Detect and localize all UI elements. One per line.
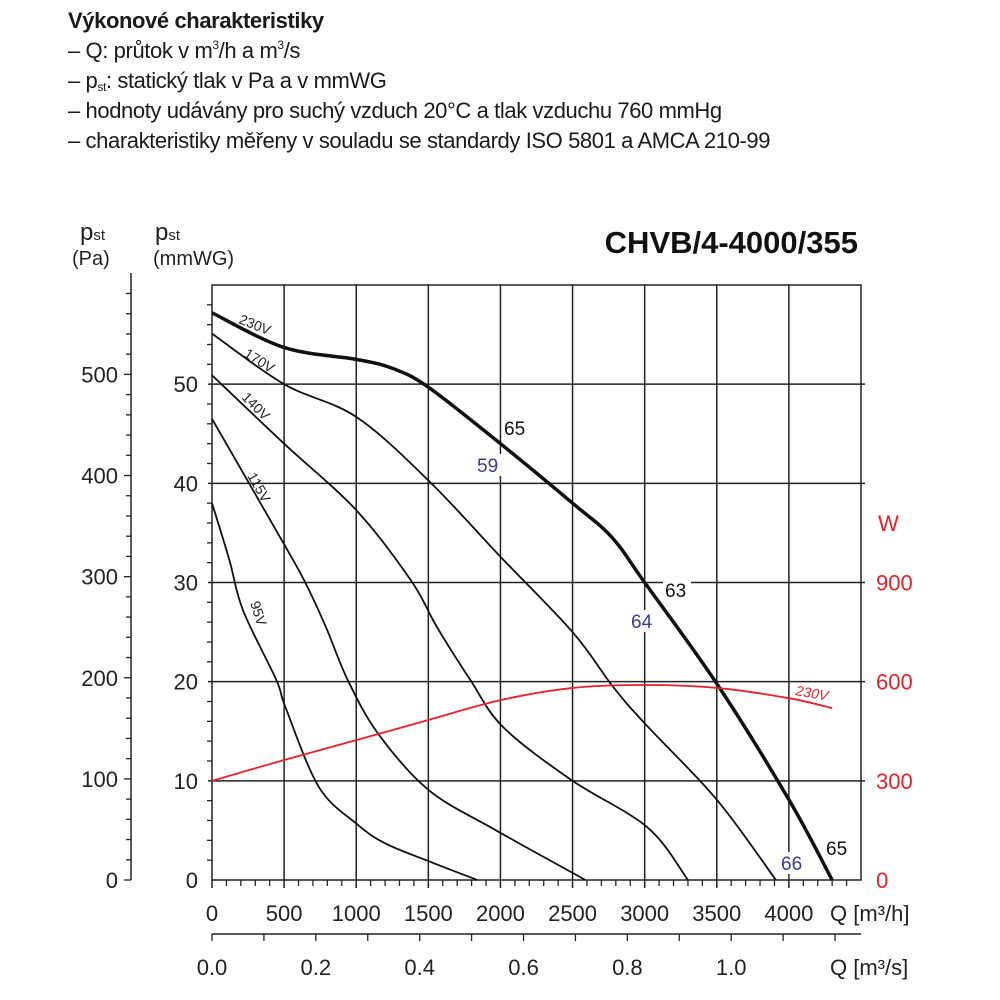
pa-tick-label: 0 [106, 868, 118, 893]
pa-tick-label: 400 [81, 464, 118, 489]
x-label-m3s: Q [m³/s] [830, 955, 908, 980]
m3s-tick-label: 0.6 [508, 955, 539, 980]
annotation-label: 65 [504, 419, 525, 440]
curve-label: 115V [244, 470, 274, 506]
y-label-watts: W [878, 511, 899, 536]
m3h-tick-label: 0 [206, 901, 218, 926]
pa-tick-label: 100 [81, 767, 118, 792]
y-label-mmwg: pst [155, 219, 181, 246]
annotation-label: 63 [665, 581, 686, 602]
watt-tick-label: 300 [876, 769, 913, 794]
m3s-tick-label: 0.0 [197, 955, 228, 980]
watt-tick-label: 900 [876, 571, 913, 596]
curve-115v [211, 418, 586, 881]
y-label-mmwg-unit: (mmWG) [153, 248, 234, 270]
m3h-tick-label: 1500 [404, 901, 453, 926]
m3h-tick-label: 500 [266, 901, 303, 926]
header-line-flow: – Q: průtok v m3/h a m3/s [68, 38, 300, 63]
curves [211, 311, 834, 881]
m3h-tick-label: 4000 [764, 901, 813, 926]
curve-label: 95V [247, 599, 270, 628]
header-line-pressure: – pst: statický tlak v Pa a v mmWG [68, 68, 387, 94]
annotation-bg [779, 852, 807, 874]
mmwg-tick-label: 10 [174, 769, 198, 794]
m3s-tick-label: 1.0 [716, 955, 747, 980]
y-label-pa: pst [80, 219, 106, 246]
annotation-bg [663, 579, 691, 601]
chart-title: CHVB/4-4000/355 [605, 225, 858, 260]
curve-170v [211, 332, 777, 881]
pa-tick-label: 500 [81, 362, 118, 387]
pa-tick-label: 200 [81, 666, 118, 691]
header: Výkonové charakteristiky – Q: průtok v m… [68, 6, 770, 156]
mmwg-tick-label: 20 [174, 670, 198, 695]
curve-95v [211, 502, 478, 881]
curve-140v [211, 374, 689, 881]
mmwg-tick-label: 40 [174, 471, 198, 496]
power-curve-label: 230V [793, 682, 831, 704]
m3h-tick-label: 2000 [476, 901, 525, 926]
mmwg-tick-label: 0 [186, 868, 198, 893]
m3h-tick-label: 2500 [548, 901, 597, 926]
annotation-bg [629, 610, 657, 632]
annotation-bg [502, 417, 530, 439]
curve-label: 170V [241, 345, 278, 376]
pa-tick-label: 300 [81, 565, 118, 590]
m3h-tick-label: 3000 [620, 901, 669, 926]
curve-230v [211, 311, 834, 881]
m3s-tick-label: 0.4 [404, 955, 435, 980]
mmwg-tick-label: 50 [174, 372, 198, 397]
x-label-m3h: Q [m³/h] [830, 901, 909, 926]
m3s-tick-label: 0.8 [612, 955, 643, 980]
header-title: Výkonové charakteristiky [68, 8, 324, 33]
watt-tick-label: 0 [876, 868, 888, 893]
curve-230v-power [211, 684, 833, 782]
annotation-label: 59 [477, 456, 498, 477]
annotation-bg [475, 454, 503, 476]
annotation-bg [824, 837, 852, 859]
mmwg-tick-label: 30 [174, 571, 198, 596]
annotation-label: 66 [781, 854, 802, 875]
watt-tick-label: 600 [876, 670, 913, 695]
header-line-conditions: – hodnoty udávány pro suchý vzduch 20°C … [68, 98, 722, 123]
annotation-label: 65 [826, 839, 847, 860]
m3h-tick-label: 3500 [692, 901, 741, 926]
y-label-pa-unit: (Pa) [72, 248, 110, 270]
m3h-tick-label: 1000 [332, 901, 381, 926]
grid [208, 284, 865, 881]
annotation-label: 64 [631, 612, 653, 633]
m3s-tick-label: 0.2 [301, 955, 332, 980]
header-line-standards: – charakteristiky měřeny v souladu se st… [68, 128, 771, 153]
